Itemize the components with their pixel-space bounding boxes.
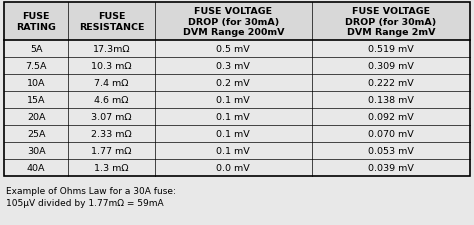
Text: 0.138 mV: 0.138 mV — [368, 96, 414, 105]
Text: 0.2 mV: 0.2 mV — [217, 79, 250, 88]
Text: FUSE
RESISTANCE: FUSE RESISTANCE — [79, 12, 144, 32]
Text: 10.3 mΩ: 10.3 mΩ — [91, 62, 132, 71]
Text: 25A: 25A — [27, 129, 46, 138]
Text: 0.519 mV: 0.519 mV — [368, 45, 414, 54]
Text: 0.0 mV: 0.0 mV — [217, 163, 250, 172]
Text: 0.1 mV: 0.1 mV — [217, 96, 250, 105]
Text: FUSE
RATING: FUSE RATING — [16, 12, 56, 32]
Text: 15A: 15A — [27, 96, 46, 105]
Text: 105μV divided by 1.77mΩ = 59mA: 105μV divided by 1.77mΩ = 59mA — [6, 198, 164, 207]
Text: FUSE VOLTAGE
DROP (for 30mA)
DVM Range 2mV: FUSE VOLTAGE DROP (for 30mA) DVM Range 2… — [345, 7, 437, 37]
Text: 0.1 mV: 0.1 mV — [217, 146, 250, 155]
Text: 0.092 mV: 0.092 mV — [368, 112, 414, 122]
Text: 2.33 mΩ: 2.33 mΩ — [91, 129, 132, 138]
Text: 7.4 mΩ: 7.4 mΩ — [94, 79, 128, 88]
Text: 1.3 mΩ: 1.3 mΩ — [94, 163, 129, 172]
Text: 0.5 mV: 0.5 mV — [217, 45, 250, 54]
Text: 0.070 mV: 0.070 mV — [368, 129, 414, 138]
Text: 5A: 5A — [30, 45, 42, 54]
Text: 0.222 mV: 0.222 mV — [368, 79, 414, 88]
Text: 7.5A: 7.5A — [26, 62, 47, 71]
Text: 0.3 mV: 0.3 mV — [216, 62, 250, 71]
Text: 10A: 10A — [27, 79, 46, 88]
Text: 0.1 mV: 0.1 mV — [217, 112, 250, 122]
Text: 0.1 mV: 0.1 mV — [217, 129, 250, 138]
Text: 17.3mΩ: 17.3mΩ — [92, 45, 130, 54]
Text: 0.309 mV: 0.309 mV — [368, 62, 414, 71]
Text: 4.6 mΩ: 4.6 mΩ — [94, 96, 128, 105]
Text: 40A: 40A — [27, 163, 46, 172]
Text: FUSE VOLTAGE
DROP (for 30mA)
DVM Range 200mV: FUSE VOLTAGE DROP (for 30mA) DVM Range 2… — [182, 7, 284, 37]
Text: 1.77 mΩ: 1.77 mΩ — [91, 146, 132, 155]
Text: Example of Ohms Law for a 30A fuse:: Example of Ohms Law for a 30A fuse: — [6, 186, 176, 195]
Text: 0.039 mV: 0.039 mV — [368, 163, 414, 172]
Text: 0.053 mV: 0.053 mV — [368, 146, 414, 155]
Text: 20A: 20A — [27, 112, 46, 122]
Text: 3.07 mΩ: 3.07 mΩ — [91, 112, 132, 122]
Bar — [4, 3, 470, 41]
Bar — [4, 3, 470, 176]
Text: 30A: 30A — [27, 146, 46, 155]
